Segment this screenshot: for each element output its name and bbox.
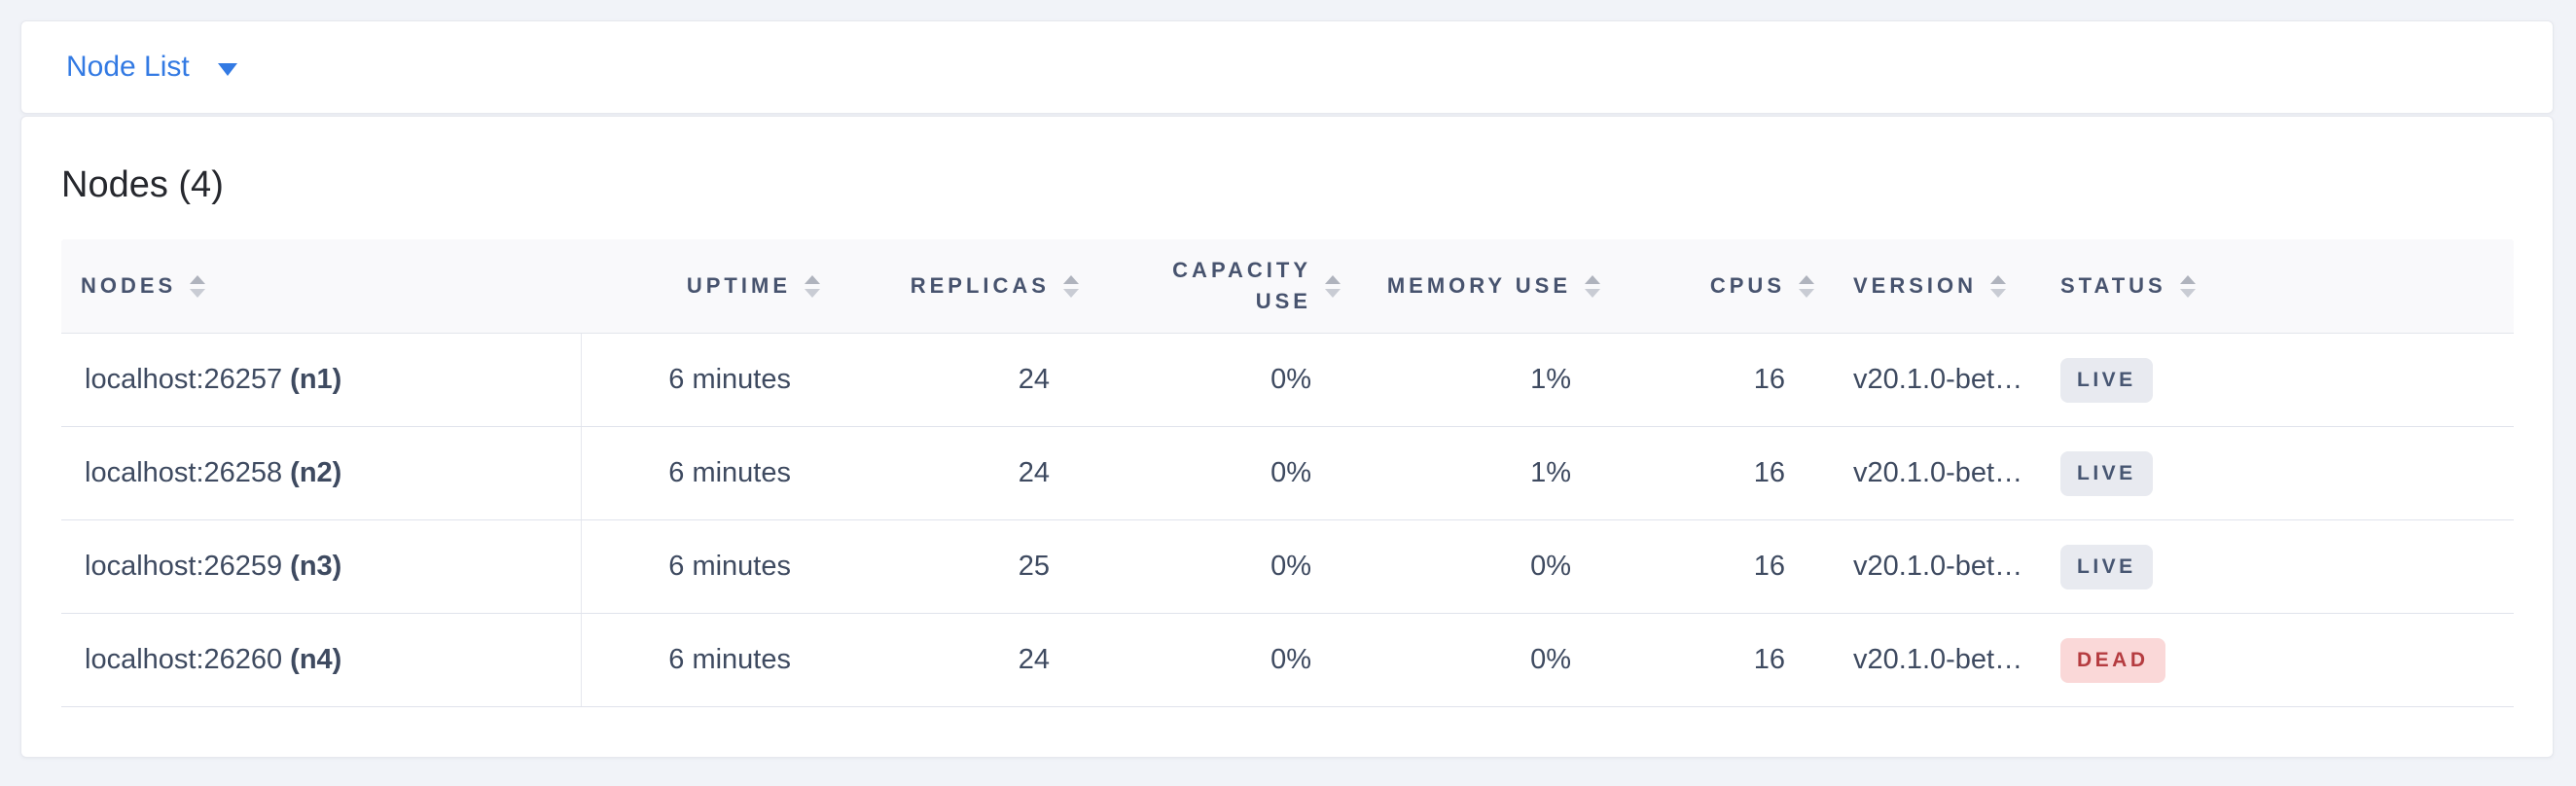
cell-capacity_use: 0% xyxy=(1270,457,1311,488)
cell-uptime: 6 minutes xyxy=(668,364,791,395)
cell-cpus: 16 xyxy=(1753,551,1785,582)
column-header-label: MEMORY USE xyxy=(1386,273,1571,299)
node-id: (n4) xyxy=(290,644,342,675)
cell-status: DEAD xyxy=(2058,614,2514,706)
node-address: localhost:26260 xyxy=(85,644,283,675)
nodes-card: Nodes (4) NODES UPTIME REPLICAS CAPACITY US… xyxy=(20,116,2554,758)
column-header-cpus[interactable]: CPUS xyxy=(1637,239,1851,333)
table-row[interactable]: localhost:26259 (n3) 6 minutes 25 0% 0% 16 v20.… xyxy=(61,520,2514,614)
column-header-label: UPTIME xyxy=(686,273,791,299)
column-header-uptime[interactable]: UPTIME xyxy=(582,239,857,333)
sort-icon[interactable] xyxy=(1990,274,2007,298)
column-header-nodes[interactable]: NODES xyxy=(61,239,582,333)
cell-nodes: localhost:26257 (n1) xyxy=(61,334,582,426)
cell-replicas: 24 xyxy=(1018,644,1050,675)
cell-capacity_use: 0% xyxy=(1270,364,1311,395)
sort-icon[interactable] xyxy=(1585,274,1600,298)
status-badge: LIVE xyxy=(2060,544,2153,590)
column-header-label: REPLICAS xyxy=(910,273,1050,299)
cell-replicas: 24 xyxy=(1018,364,1050,395)
cell-cpus: 16 xyxy=(1753,457,1785,488)
cell-uptime: 6 minutes xyxy=(668,457,791,488)
chevron-down-icon xyxy=(217,62,237,76)
cell-memory_use: 0% xyxy=(1530,551,1571,582)
column-header-replicas[interactable]: REPLICAS xyxy=(857,239,1116,333)
table-row[interactable]: localhost:26257 (n1) 6 minutes 24 0% 1% 16 v20.… xyxy=(61,334,2514,427)
node-address: localhost:26257 xyxy=(85,364,283,395)
node-id: (n1) xyxy=(290,364,342,395)
cell-version: v20.1.0-bet… xyxy=(1853,551,2023,582)
table-body: localhost:26257 (n1) 6 minutes 24 0% 1% 16 v20.… xyxy=(61,334,2514,707)
node-list-bar: Node List xyxy=(20,20,2554,114)
column-header-label: VERSION xyxy=(1853,273,1978,299)
column-header-capacity_use[interactable]: CAPACITY USE xyxy=(1116,239,1377,333)
status-badge: DEAD xyxy=(2060,637,2165,683)
column-header-memory_use[interactable]: MEMORY USE xyxy=(1377,239,1637,333)
status-badge: LIVE xyxy=(2060,357,2153,403)
cell-status: LIVE xyxy=(2058,427,2514,519)
node-id: (n2) xyxy=(290,457,342,488)
cell-nodes: localhost:26259 (n3) xyxy=(61,520,582,613)
node-list-dropdown[interactable]: Node List xyxy=(66,51,237,84)
table-row[interactable]: localhost:26258 (n2) 6 minutes 24 0% 1% 16 v20.… xyxy=(61,427,2514,520)
table-row[interactable]: localhost:26260 (n4) 6 minutes 24 0% 0% 16 v20.… xyxy=(61,614,2514,707)
cell-status: LIVE xyxy=(2058,334,2514,426)
column-header-version[interactable]: VERSION xyxy=(1851,239,2058,333)
node-address: localhost:26259 xyxy=(85,551,283,582)
cell-cpus: 16 xyxy=(1753,364,1785,395)
cell-nodes: localhost:26258 (n2) xyxy=(61,427,582,519)
cell-replicas: 25 xyxy=(1018,551,1050,582)
cell-status: LIVE xyxy=(2058,520,2514,613)
cell-version: v20.1.0-bet… xyxy=(1853,364,2023,395)
cell-version: v20.1.0-bet… xyxy=(1853,457,2023,488)
column-header-status[interactable]: STATUS xyxy=(2058,239,2514,333)
sort-icon[interactable] xyxy=(1799,274,1814,298)
table-header-row: NODES UPTIME REPLICAS CAPACITY USE MEMORY US… xyxy=(61,239,2514,334)
cell-nodes: localhost:26260 (n4) xyxy=(61,614,582,706)
column-header-label: NODES xyxy=(81,273,177,299)
sort-icon[interactable] xyxy=(190,274,206,298)
page-title: Nodes (4) xyxy=(61,164,224,205)
node-list-dropdown-label: Node List xyxy=(66,51,190,83)
sort-icon[interactable] xyxy=(2179,274,2196,298)
column-header-label: CAPACITY USE xyxy=(1172,258,1311,313)
sort-icon[interactable] xyxy=(805,274,820,298)
cell-cpus: 16 xyxy=(1753,644,1785,675)
cell-capacity_use: 0% xyxy=(1270,644,1311,675)
column-header-label: STATUS xyxy=(2060,273,2166,299)
nodes-table: NODES UPTIME REPLICAS CAPACITY USE MEMORY US… xyxy=(61,239,2514,707)
column-header-label: CPUS xyxy=(1709,273,1785,299)
sort-icon[interactable] xyxy=(1325,274,1341,298)
sort-icon[interactable] xyxy=(1063,274,1079,298)
cell-uptime: 6 minutes xyxy=(668,644,791,675)
status-badge: LIVE xyxy=(2060,450,2153,496)
node-id: (n3) xyxy=(290,551,342,582)
cell-replicas: 24 xyxy=(1018,457,1050,488)
cell-capacity_use: 0% xyxy=(1270,551,1311,582)
cell-version: v20.1.0-bet… xyxy=(1853,644,2023,675)
cell-memory_use: 1% xyxy=(1530,457,1571,488)
cell-uptime: 6 minutes xyxy=(668,551,791,582)
cell-memory_use: 1% xyxy=(1530,364,1571,395)
cell-memory_use: 0% xyxy=(1530,644,1571,675)
node-address: localhost:26258 xyxy=(85,457,283,488)
